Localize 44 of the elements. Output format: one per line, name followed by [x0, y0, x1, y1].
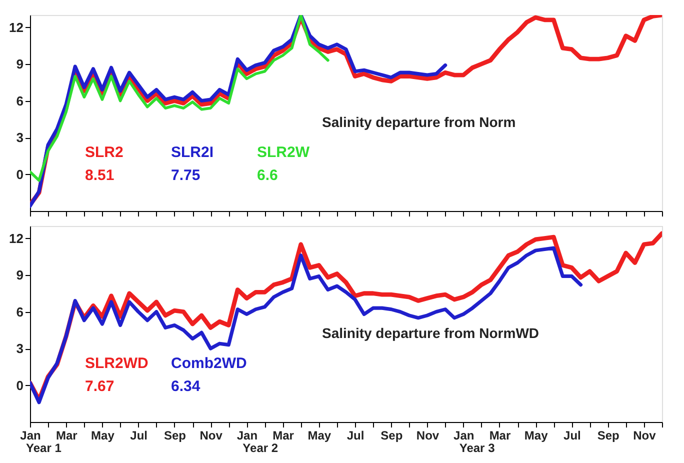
- x-tick-label: Jul: [130, 428, 148, 442]
- annotation: 8.51: [85, 167, 114, 184]
- x-tick-label: May: [91, 428, 115, 442]
- text: Year 1: [26, 441, 62, 455]
- x-tick-label: Jul: [564, 428, 581, 442]
- x-tick-label: Sep: [164, 428, 186, 442]
- x-tick-label: Nov: [633, 428, 656, 442]
- y-tick-label: 12: [9, 20, 24, 35]
- x-tick-label: Mar: [272, 428, 294, 442]
- text: SLR2W: [257, 144, 310, 162]
- x-tick-label: Sep: [597, 428, 620, 442]
- text: SLR2I: [171, 144, 214, 162]
- x-tick-label: Nov: [200, 428, 223, 442]
- annotation: 6.34: [171, 378, 201, 396]
- annotation: 6.6: [257, 167, 278, 184]
- y-tick-label: 3: [16, 130, 24, 145]
- x-tick-label: Mar: [489, 428, 511, 442]
- text: SLR2: [85, 144, 124, 162]
- x-tick-label: Jul: [346, 428, 364, 442]
- y-tick-label: 9: [16, 268, 24, 282]
- x-tick-label: Jan: [20, 428, 41, 442]
- x-tick-label: Jan: [454, 428, 474, 442]
- text: Year 2: [242, 441, 278, 455]
- text: Year 3: [459, 441, 496, 455]
- x-tick-label: May: [524, 428, 548, 442]
- x-tick-label: Jan: [236, 428, 258, 442]
- annotation: Salinity departure from NormWD: [322, 324, 540, 341]
- y-tick-label: 6: [16, 304, 24, 320]
- y-tick-label: 9: [16, 56, 24, 72]
- y-tick-label: 12: [9, 230, 24, 246]
- y-tick-label: 0: [16, 378, 24, 393]
- y-tick-label: 3: [16, 341, 24, 356]
- x-tick-label: Nov: [416, 428, 440, 442]
- y-tick-label: 6: [16, 93, 24, 108]
- annotation: 7.67: [85, 378, 114, 396]
- annotation: 7.75: [171, 167, 200, 184]
- x-tick-label: Mar: [56, 428, 78, 442]
- x-tick-label: May: [308, 428, 332, 442]
- series-label: SLR2WD: [85, 355, 148, 372]
- y-tick-label: 0: [16, 166, 24, 182]
- annotation: Salinity departure from Norm: [322, 114, 516, 130]
- x-tick-label: Sep: [380, 428, 403, 442]
- series-label: Comb2WD: [171, 355, 247, 372]
- line-series: [30, 246, 583, 404]
